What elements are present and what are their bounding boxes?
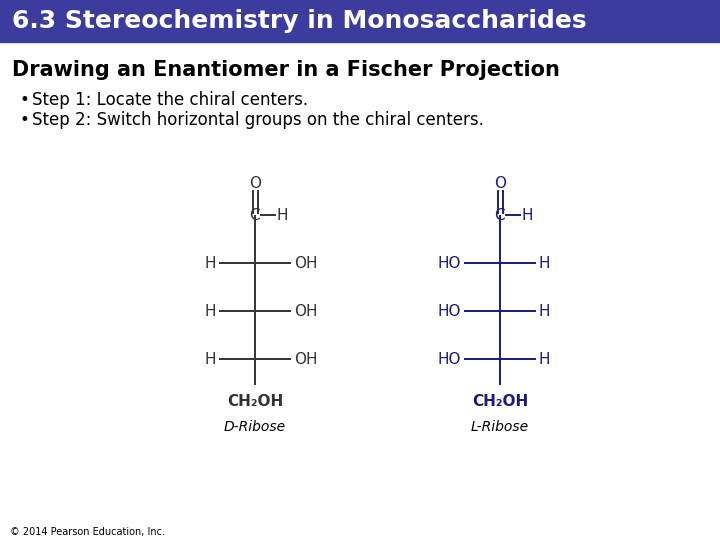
Text: HO: HO <box>438 255 461 271</box>
Text: H: H <box>204 352 216 367</box>
Text: 6.3 Stereochemistry in Monosaccharides: 6.3 Stereochemistry in Monosaccharides <box>12 9 587 33</box>
Text: CH₂OH: CH₂OH <box>472 394 528 409</box>
Text: Step 1: Locate the chiral centers.: Step 1: Locate the chiral centers. <box>32 91 308 109</box>
Text: •: • <box>20 91 30 109</box>
Text: OH: OH <box>294 255 318 271</box>
Text: H: H <box>204 303 216 319</box>
Text: OH: OH <box>294 352 318 367</box>
Text: O: O <box>494 176 506 191</box>
Text: O: O <box>249 176 261 191</box>
Text: H: H <box>539 303 551 319</box>
Text: H: H <box>521 207 533 222</box>
Bar <box>0 0 720 42</box>
Text: L-Ribose: L-Ribose <box>471 421 529 434</box>
Text: •: • <box>20 111 30 129</box>
Text: OH: OH <box>294 303 318 319</box>
Text: D-Ribose: D-Ribose <box>224 421 286 434</box>
Text: H: H <box>204 255 216 271</box>
Text: © 2014 Pearson Education, Inc.: © 2014 Pearson Education, Inc. <box>10 527 165 537</box>
Text: HO: HO <box>438 352 461 367</box>
Text: C: C <box>494 207 504 222</box>
Text: HO: HO <box>438 303 461 319</box>
Text: CH₂OH: CH₂OH <box>227 394 283 409</box>
Text: H: H <box>539 352 551 367</box>
Text: H: H <box>539 255 551 271</box>
Text: Step 2: Switch horizontal groups on the chiral centers.: Step 2: Switch horizontal groups on the … <box>32 111 484 129</box>
Text: C: C <box>248 207 259 222</box>
Text: Drawing an Enantiomer in a Fischer Projection: Drawing an Enantiomer in a Fischer Proje… <box>12 60 560 80</box>
Text: H: H <box>276 207 288 222</box>
